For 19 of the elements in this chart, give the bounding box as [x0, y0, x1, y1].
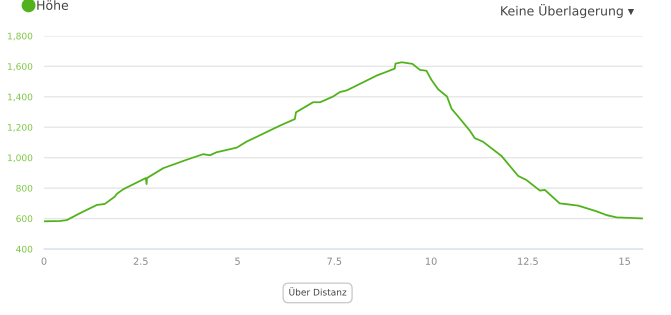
- x-tick-label: 10: [426, 258, 437, 265]
- y-tick-label: 400: [16, 246, 32, 253]
- x-tick-label: 12.5: [518, 258, 538, 265]
- line-series: [44, 61, 643, 222]
- y-tick-label: 1,800: [8, 32, 32, 40]
- y-tick-label: 600: [16, 215, 32, 222]
- x-tick-label: 5: [235, 258, 240, 265]
- x-tick-label: 15: [620, 258, 630, 265]
- y-tick-label: 800: [16, 184, 32, 192]
- text: Keine Überlagerung ▾: [501, 4, 634, 18]
- y-tick-label: 1,200: [8, 124, 32, 132]
- y-tick-label: 1,600: [8, 63, 32, 71]
- text: Über Distanz: [289, 287, 346, 296]
- y-tick-label: 1,400: [8, 94, 32, 102]
- x-tick-label: 2.5: [134, 258, 148, 265]
- x-tick-label: 0: [42, 258, 46, 265]
- y-tick-label: 1,000: [8, 154, 32, 162]
- legend-label: Höhe: [37, 0, 68, 10]
- x-tick-label: 7.5: [327, 258, 342, 265]
